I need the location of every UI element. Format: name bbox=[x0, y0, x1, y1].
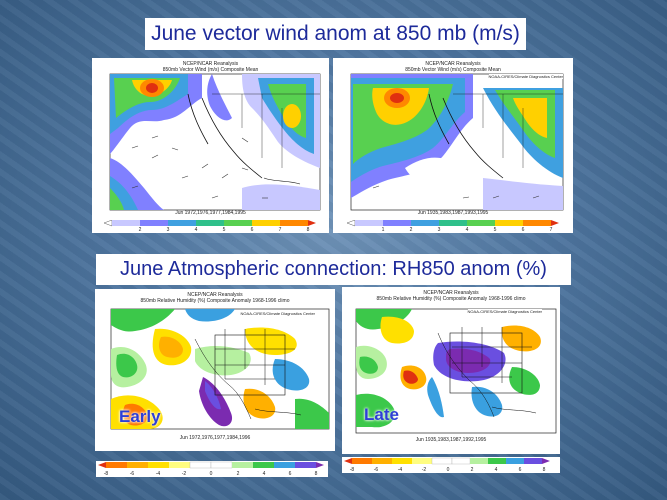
cbar-tick: 6 bbox=[519, 467, 522, 473]
cbar-tick: 2 bbox=[139, 227, 142, 232]
panel-credit: NOAA-CIRES/Climate Diagnostics Center bbox=[488, 74, 563, 79]
panel-years: Jun 1935,1983,1987,1993,1995 bbox=[417, 210, 489, 216]
cbar-tick: 4 bbox=[466, 227, 469, 232]
cbar-tick: 7 bbox=[279, 227, 282, 232]
panel-source: NCEP/NCAR Reanalysis bbox=[182, 61, 239, 67]
cbar-tick: 8 bbox=[307, 227, 310, 232]
cbar-tick: 4 bbox=[495, 467, 498, 473]
cbar-tick: 3 bbox=[167, 227, 170, 232]
panel-credit: NOAA-CIRES/Climate Diagnostics Center bbox=[467, 309, 542, 314]
cbar-tick: 6 bbox=[251, 227, 254, 232]
cbar-tick: 6 bbox=[289, 471, 292, 477]
cbar-tick: -8 bbox=[104, 471, 109, 477]
wind-early-colorbar: 2 3 4 5 6 7 8 bbox=[104, 220, 316, 232]
cbar-tick: 4 bbox=[195, 227, 198, 232]
late-label: Late bbox=[364, 405, 399, 424]
rh-early-panel: NCEP/NCAR Reanalysis 850mb Relative Humi… bbox=[95, 289, 335, 451]
panel-source: NCEP/NCAR Reanalysis bbox=[423, 290, 479, 296]
panel-title: 850mb Vector Wind (m/s) Composite Mean bbox=[162, 67, 259, 73]
cbar-tick: 3 bbox=[438, 227, 441, 232]
panel-credit: NOAA-CIRES/Climate Diagnostics Center bbox=[240, 311, 315, 316]
cbar-tick: -4 bbox=[398, 467, 403, 473]
cbar-tick: 6 bbox=[522, 227, 525, 232]
wind-title: June vector wind anom at 850 mb (m/s) bbox=[145, 18, 526, 50]
rh-late-map bbox=[355, 308, 557, 434]
wind-early-map bbox=[109, 73, 321, 211]
rh-early-map bbox=[110, 308, 330, 430]
cbar-tick: 0 bbox=[447, 467, 450, 473]
panel-years: Jun 1935,1983,1987,1992,1995 bbox=[415, 437, 487, 443]
cbar-tick: 8 bbox=[315, 471, 318, 477]
cbar-tick: 2 bbox=[410, 227, 413, 232]
wind-late-colorbar: 1 2 3 4 5 6 7 bbox=[347, 220, 559, 232]
cbar-tick: -6 bbox=[374, 467, 379, 473]
cbar-tick: -2 bbox=[182, 471, 187, 477]
cbar-tick: 1 bbox=[382, 227, 385, 232]
panel-source: NCEP/NCAR Reanalysis bbox=[425, 61, 481, 67]
panel-title: 850mb Vector Wind (m/s) Composite Mean bbox=[405, 67, 501, 73]
cbar-tick: 0 bbox=[210, 471, 213, 477]
cbar-tick: 2 bbox=[471, 467, 474, 473]
cbar-tick: 7 bbox=[550, 227, 553, 232]
cbar-tick: 2 bbox=[237, 471, 240, 477]
wind-early-panel: NCEP/NCAR Reanalysis 850mb Vector Wind (… bbox=[92, 58, 329, 233]
cbar-tick: 5 bbox=[494, 227, 497, 232]
cbar-tick: 5 bbox=[223, 227, 226, 232]
panel-source: NCEP/NCAR Reanalysis bbox=[187, 292, 243, 298]
panel-years: Jun 1972,1976,1977,1984,1996 bbox=[179, 435, 251, 441]
panel-title: 850mb Relative Humidity (%) Composite An… bbox=[376, 296, 526, 302]
rh-late-colorbar: -8 -6 -4 -2 0 2 4 6 8 bbox=[342, 457, 560, 473]
cbar-tick: -2 bbox=[422, 467, 427, 473]
rh-late-panel: NCEP/NCAR Reanalysis 850mb Relative Humi… bbox=[342, 287, 560, 454]
cbar-tick: -4 bbox=[156, 471, 161, 477]
wind-late-panel: NCEP/NCAR Reanalysis 850mb Vector Wind (… bbox=[333, 58, 573, 233]
early-label: Early bbox=[119, 407, 161, 426]
rh-title: June Atmospheric connection: RH850 anom … bbox=[96, 254, 571, 285]
cbar-tick: 4 bbox=[263, 471, 266, 477]
panel-years: Jun 1972,1976,1977,1984,1995 bbox=[175, 210, 246, 216]
cbar-tick: 8 bbox=[543, 467, 546, 473]
wind-late-map bbox=[350, 73, 564, 211]
cbar-tick: -8 bbox=[350, 467, 355, 473]
cbar-tick: -6 bbox=[130, 471, 135, 477]
rh-early-colorbar: -8 -6 -4 -2 0 2 4 6 8 bbox=[96, 461, 328, 477]
panel-title: 850mb Relative Humidity (%) Composite An… bbox=[140, 298, 290, 304]
